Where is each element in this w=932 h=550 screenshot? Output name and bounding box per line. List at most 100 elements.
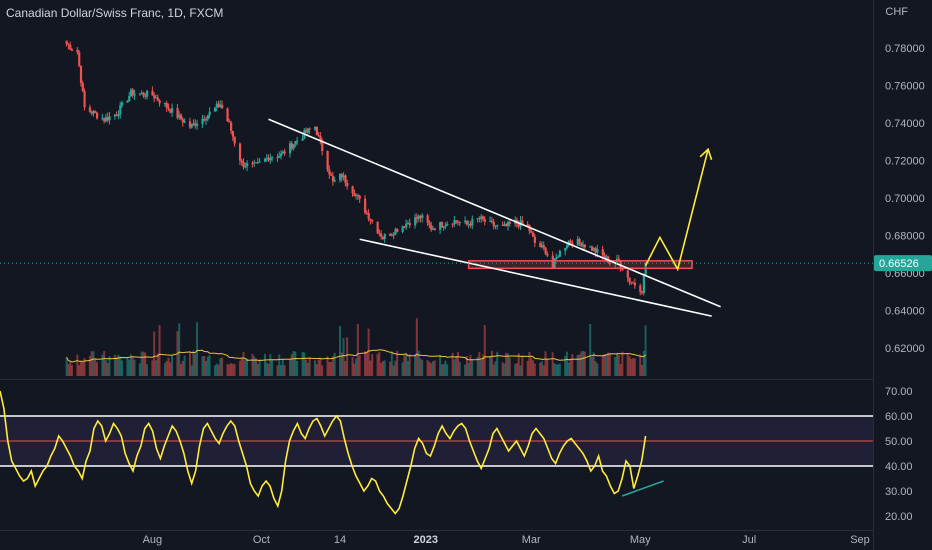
candle-body <box>608 262 612 264</box>
volume-bar <box>78 365 81 376</box>
candle-body <box>571 242 574 246</box>
volume-bar <box>133 359 136 376</box>
candle-body <box>353 193 356 196</box>
candle-body <box>271 157 274 159</box>
candle-body <box>103 118 106 122</box>
candle-body <box>555 257 558 260</box>
candle-body <box>308 128 311 130</box>
candle-body <box>104 117 108 122</box>
volume-bar <box>481 354 484 376</box>
candle-body <box>188 121 192 128</box>
candle-body <box>439 222 442 230</box>
volume-bar <box>296 360 299 376</box>
rsi-tick-label: 50.00 <box>885 436 913 448</box>
candle-body <box>244 166 247 168</box>
candle-body <box>315 126 318 136</box>
projection-path-line[interactable] <box>644 149 709 272</box>
volume-bar <box>70 365 73 376</box>
volume-bar <box>528 351 531 376</box>
candle-body <box>489 220 492 222</box>
candle-body <box>151 90 154 96</box>
volume-bar <box>333 352 336 376</box>
candle-body <box>378 233 381 235</box>
time-tick-label: Jul <box>742 534 756 546</box>
volume-bar <box>501 362 504 376</box>
volume-bar <box>456 351 459 376</box>
time-tick-label: 14 <box>334 534 346 546</box>
candle-body <box>213 107 217 112</box>
candle-body <box>478 218 481 220</box>
volume-bar <box>558 363 561 376</box>
volume-bar <box>356 323 359 376</box>
candle-body <box>78 52 81 66</box>
volume-bar <box>626 353 629 376</box>
candle-body <box>605 256 608 259</box>
volume-bar <box>246 358 249 376</box>
volume-bar <box>628 356 631 376</box>
volume-bar <box>290 354 293 376</box>
volume-bar <box>301 351 304 376</box>
candle-body <box>628 277 631 283</box>
volume-bar <box>231 363 234 376</box>
volume-bar <box>380 362 383 376</box>
candle-body <box>140 92 143 94</box>
resistance-zone-box[interactable] <box>467 260 693 270</box>
volume-series <box>65 318 647 376</box>
volume-bar <box>539 362 542 376</box>
volume-bar <box>351 357 354 376</box>
volume-bar <box>494 361 497 376</box>
volume-bar <box>154 360 157 376</box>
volume-bar <box>188 352 191 376</box>
price-tick-label: 0.74000 <box>885 118 925 130</box>
candle-body <box>69 45 72 50</box>
candle-body <box>603 255 606 259</box>
volume-bar <box>129 354 132 376</box>
volume-bar <box>238 360 241 376</box>
candle-body <box>65 40 68 45</box>
volume-bar <box>113 354 116 376</box>
volume-bar <box>601 355 604 376</box>
volume-bar <box>367 328 370 376</box>
time-tick-label: Mar <box>522 534 541 546</box>
volume-bar <box>596 363 599 376</box>
volume-bar <box>206 356 209 376</box>
candle-body <box>421 215 424 218</box>
candle-body <box>431 228 435 230</box>
arrow-head-icon[interactable] <box>699 147 713 160</box>
volume-bar <box>292 351 295 376</box>
wedge-upper-trendline[interactable] <box>268 118 721 308</box>
candle-body <box>580 242 583 247</box>
volume-bar <box>455 356 458 376</box>
candle-body <box>215 103 218 108</box>
volume-bar <box>580 351 583 376</box>
candle-body <box>251 162 254 164</box>
volume-bar <box>390 351 393 376</box>
candle-body <box>203 118 206 121</box>
candle-body <box>238 143 242 161</box>
candle-body <box>221 104 224 109</box>
volume-bar <box>213 365 216 376</box>
candle-body <box>205 119 208 121</box>
volume-bar <box>69 362 72 376</box>
candle-body <box>263 158 267 162</box>
volume-bar <box>244 360 247 376</box>
rsi-divergence-line[interactable] <box>621 480 664 497</box>
volume-bar <box>401 362 404 376</box>
candle-series <box>65 40 647 296</box>
volume-bar <box>104 360 107 376</box>
wedge-lower-trendline[interactable] <box>359 238 712 317</box>
volume-bar <box>339 326 342 376</box>
volume-bar <box>492 364 495 376</box>
volume-bar <box>221 357 224 376</box>
volume-bar <box>540 361 543 376</box>
candle-body <box>564 247 567 251</box>
volume-bar <box>328 361 331 376</box>
volume-bar <box>208 355 211 376</box>
time-axis-border <box>0 530 873 531</box>
volume-bar <box>269 354 272 376</box>
volume-bar <box>419 358 422 376</box>
volume-bar <box>267 363 270 376</box>
candle-body <box>92 111 95 114</box>
candle-body <box>106 117 109 121</box>
